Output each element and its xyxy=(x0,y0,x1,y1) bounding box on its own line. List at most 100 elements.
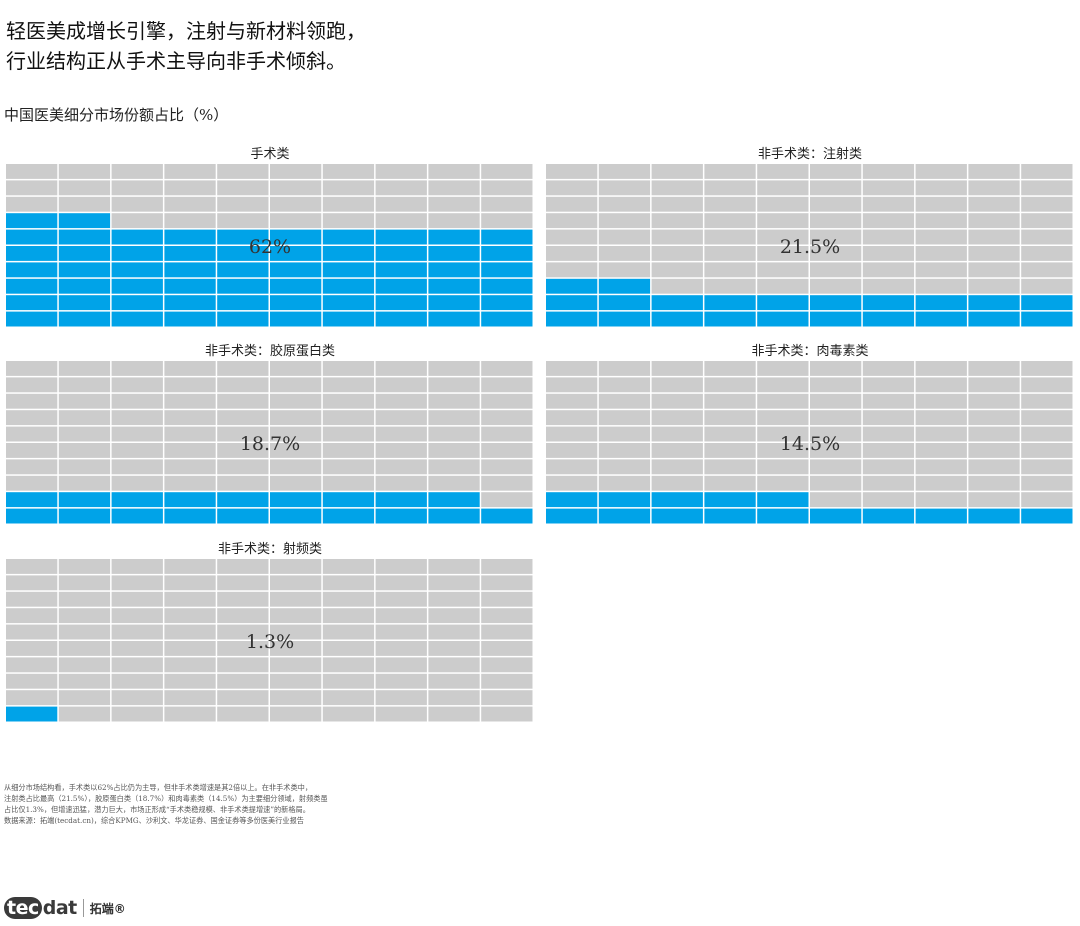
waffle-cell-empty xyxy=(322,608,375,624)
waffle-cell-filled xyxy=(111,295,163,311)
logo-mark-dat: dat xyxy=(42,897,78,919)
waffle-cell-filled xyxy=(6,295,58,311)
waffle-cell-filled xyxy=(270,229,322,245)
waffle-cell-empty xyxy=(6,608,58,624)
waffle-cell-empty xyxy=(428,459,480,475)
waffle-cell-empty xyxy=(651,229,703,245)
waffle-cell-empty xyxy=(757,262,809,278)
waffle-cell-empty xyxy=(111,377,163,393)
waffle-cell-empty xyxy=(428,559,480,574)
waffle-cell-empty xyxy=(375,443,427,458)
waffle-cell-empty xyxy=(598,377,651,393)
waffle-cell-empty xyxy=(1021,213,1073,229)
waffle-cell-empty xyxy=(111,196,163,212)
logo-name: 拓端® xyxy=(89,901,126,916)
waffle-cell-filled xyxy=(968,311,1020,327)
waffle-cell-filled xyxy=(164,508,216,524)
waffle-cell-filled xyxy=(164,278,216,294)
waffle-cell-empty xyxy=(111,608,163,624)
footnote: 从细分市场结构看，手术类以62%占比仍为主导，但非手术类增速是其2倍以上。在非手… xyxy=(4,782,384,826)
waffle-cell-empty xyxy=(428,624,480,640)
waffle-cell-empty xyxy=(704,246,756,261)
waffle-cell-empty xyxy=(6,410,58,426)
waffle-cell-empty xyxy=(111,575,163,591)
waffle-cell-filled xyxy=(481,311,533,327)
waffle-cell-empty xyxy=(270,690,322,706)
waffle-cell-filled xyxy=(375,262,427,278)
waffle-cell-empty xyxy=(428,443,480,458)
waffle-cell-empty xyxy=(111,475,163,491)
waffle-cell-empty xyxy=(915,475,967,491)
waffle-cell-filled xyxy=(217,246,269,261)
waffle-cell-filled xyxy=(270,262,322,278)
waffle-cell-empty xyxy=(1021,475,1073,491)
waffle-grid xyxy=(546,361,1073,524)
waffle-cell-filled xyxy=(270,492,322,508)
waffle-cell-empty xyxy=(6,641,58,656)
waffle-cell-empty xyxy=(375,624,427,640)
waffle-cell-empty xyxy=(6,624,58,640)
waffle-cell-filled xyxy=(217,278,269,294)
waffle-cell-filled xyxy=(58,311,111,327)
waffle-cell-empty xyxy=(270,459,322,475)
waffle-cell-empty xyxy=(58,180,111,196)
percent-label: 18.7% xyxy=(239,433,301,455)
waffle-cell-filled xyxy=(968,295,1020,311)
waffle-cell-filled xyxy=(322,508,375,524)
waffle-cell-empty xyxy=(58,624,111,640)
waffle-cell-empty xyxy=(757,410,809,426)
waffle-cell-empty xyxy=(862,361,915,376)
waffle-cell-empty xyxy=(111,690,163,706)
headline-line-2: 行业结构正从手术主导向非手术倾斜。 xyxy=(6,49,346,73)
waffle-cell-empty xyxy=(1021,246,1073,261)
waffle-cell-empty xyxy=(428,164,480,179)
waffle-cell-empty xyxy=(862,475,915,491)
waffle-cell-filled xyxy=(598,311,651,327)
waffle-cell-empty xyxy=(322,393,375,409)
waffle-cell-empty xyxy=(164,673,216,689)
waffle-cell-empty xyxy=(1021,196,1073,212)
waffle-cell-empty xyxy=(915,213,967,229)
waffle-cell-empty xyxy=(757,278,809,294)
waffle-cell-filled xyxy=(58,508,111,524)
waffle-cell-empty xyxy=(111,213,163,229)
waffle-cell-empty xyxy=(111,393,163,409)
waffle-cell-empty xyxy=(217,673,269,689)
waffle-cell-empty xyxy=(428,426,480,442)
waffle-cell-empty xyxy=(58,575,111,591)
waffle-cell-empty xyxy=(810,459,862,475)
waffle-cell-empty xyxy=(270,673,322,689)
waffle-cell-empty xyxy=(217,377,269,393)
waffle-cell-empty xyxy=(810,410,862,426)
waffle-cell-empty xyxy=(481,641,533,656)
waffle-cell-empty xyxy=(968,361,1020,376)
waffle-cell-filled xyxy=(757,508,809,524)
waffle-grid xyxy=(546,164,1073,327)
waffle-cell-empty xyxy=(270,213,322,229)
waffle-cell-empty xyxy=(651,196,703,212)
waffle-cell-empty xyxy=(757,196,809,212)
waffle-cell-empty xyxy=(428,410,480,426)
waffle-cell-empty xyxy=(598,426,651,442)
waffle-cell-filled xyxy=(270,508,322,524)
waffle-cell-filled xyxy=(428,492,480,508)
waffle-cell-filled xyxy=(704,295,756,311)
waffle-cell-empty xyxy=(375,213,427,229)
waffle-cell-empty xyxy=(757,164,809,179)
waffle-cell-empty xyxy=(375,641,427,656)
waffle-cell-empty xyxy=(322,426,375,442)
waffle-cell-empty xyxy=(111,361,163,376)
waffle-cell-filled xyxy=(217,311,269,327)
waffle-cell-filled xyxy=(270,295,322,311)
waffle-cell-filled xyxy=(862,508,915,524)
waffle-cell-filled xyxy=(1021,311,1073,327)
waffle-cell-empty xyxy=(164,426,216,442)
waffle-cell-empty xyxy=(1021,164,1073,179)
waffle-cell-filled xyxy=(111,246,163,261)
waffle-cell-empty xyxy=(651,475,703,491)
waffle-cell-empty xyxy=(810,180,862,196)
logo-mark: tec dat xyxy=(4,897,77,919)
waffle-cell-empty xyxy=(217,410,269,426)
waffle-cell-empty xyxy=(598,443,651,458)
waffle-cell-empty xyxy=(481,591,533,607)
